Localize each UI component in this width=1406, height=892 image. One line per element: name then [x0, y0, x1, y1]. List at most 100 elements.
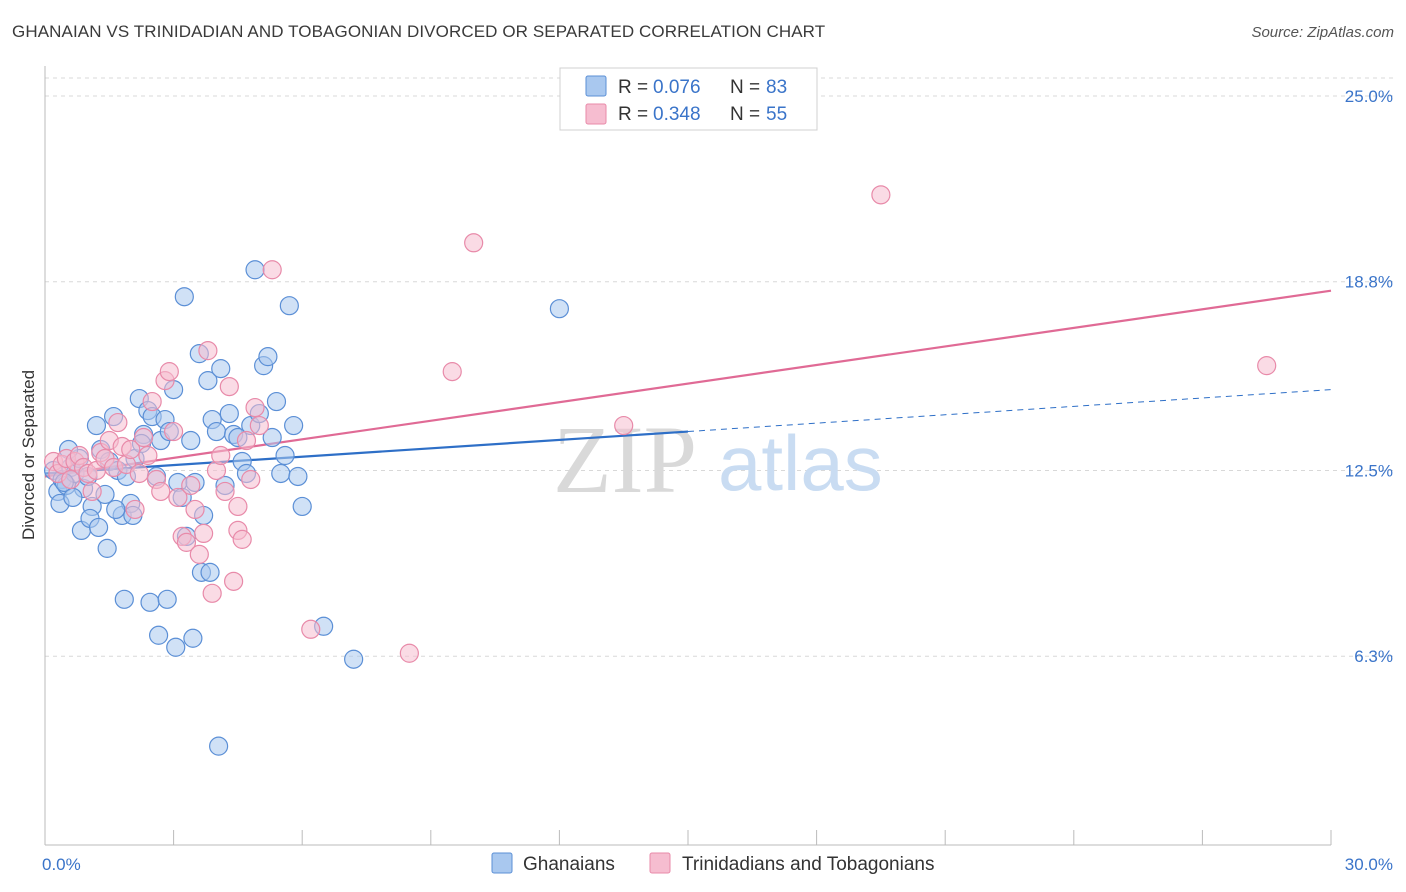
data-point [464, 233, 484, 253]
data-point [88, 517, 109, 538]
data-point [138, 445, 158, 466]
data-point [181, 475, 201, 496]
data-point [279, 296, 299, 316]
data-point [61, 469, 81, 490]
data-points [43, 185, 1277, 756]
data-point [185, 499, 205, 520]
bottom-legend-swatch-trinidadians [649, 852, 671, 874]
y-tick-label: 25.0% [1345, 87, 1393, 106]
data-point [215, 481, 235, 502]
data-point [245, 260, 265, 280]
data-point [106, 499, 126, 520]
data-point [258, 347, 278, 367]
data-point [301, 619, 321, 639]
bottom-legend-label: Ghanaians [523, 854, 615, 875]
data-point [292, 496, 312, 517]
data-point [236, 430, 257, 451]
data-point [399, 643, 419, 663]
data-point [189, 544, 209, 564]
data-point [211, 359, 231, 379]
x-tick-label: 0.0% [42, 855, 81, 874]
data-point [151, 481, 171, 502]
y-tick-labels: 25.0% 18.8% 12.5% 6.3% [1345, 87, 1393, 666]
trend-line [44, 289, 1332, 478]
legend-swatch-trinidadians [585, 103, 607, 125]
data-point [176, 532, 197, 552]
data-point [288, 466, 308, 487]
bottom-legend-swatch-ghanaians [491, 852, 513, 874]
data-point [133, 427, 154, 448]
grid-lines [45, 77, 1395, 657]
trend-line [44, 430, 689, 475]
data-point [194, 523, 214, 544]
x-tick-labels: 0.0% 30.0% [42, 855, 1393, 874]
top-legend: R = 0.076 N = 83 R = 0.348 N = 55 [559, 67, 818, 131]
legend-n-label: N = [730, 104, 760, 125]
data-point [614, 415, 634, 436]
data-point [249, 415, 269, 436]
chart-title: GHANAIAN VS TRINIDADIAN AND TOBAGONIAN D… [12, 22, 826, 41]
data-point [271, 463, 291, 484]
data-point [232, 529, 252, 549]
data-point [245, 397, 265, 418]
axes [44, 66, 1332, 846]
data-point [164, 421, 184, 442]
data-point [174, 287, 194, 307]
legend-r-label: R = [618, 104, 648, 125]
data-point [228, 496, 248, 517]
y-tick-label: 12.5% [1345, 461, 1393, 480]
legend-n-value: 55 [766, 104, 787, 125]
data-point [166, 637, 186, 657]
legend-swatch-ghanaians [585, 75, 607, 97]
data-point [200, 562, 220, 582]
data-point [142, 391, 162, 412]
legend-n-label: N = [730, 77, 760, 98]
data-point [63, 487, 83, 508]
data-point [140, 592, 160, 612]
legend-r-value: 0.076 [653, 77, 701, 98]
watermark-atlas: atlas [718, 419, 883, 507]
data-point [284, 415, 304, 436]
data-point [129, 463, 149, 484]
data-point [262, 427, 282, 448]
trend-line-extension [687, 389, 1332, 433]
data-point [148, 625, 169, 645]
data-point [168, 487, 188, 508]
data-point [183, 628, 203, 648]
data-point [1257, 356, 1277, 376]
data-point [344, 649, 364, 669]
data-point [114, 589, 134, 609]
data-point [209, 736, 229, 756]
data-point [442, 362, 462, 382]
data-point [219, 403, 239, 424]
data-point [262, 260, 282, 280]
source-credit: Source: ZipAtlas.com [1251, 24, 1394, 41]
data-point [159, 362, 179, 382]
data-point [181, 430, 201, 451]
data-point [121, 439, 141, 460]
data-point [206, 421, 227, 442]
data-point [97, 538, 117, 558]
data-point [125, 499, 145, 520]
data-point [871, 185, 891, 205]
data-point [202, 583, 222, 603]
data-point [549, 299, 570, 319]
data-point [275, 445, 295, 466]
data-point [86, 415, 107, 436]
data-point [108, 412, 128, 433]
trend-lines [44, 289, 1332, 478]
bottom-legend-label: Trinidadians and Tobagonians [682, 854, 934, 875]
data-point [157, 589, 177, 609]
x-tick-label: 30.0% [1345, 855, 1393, 874]
data-point [198, 341, 218, 361]
legend-r-value: 0.348 [653, 104, 701, 125]
data-point [82, 481, 102, 502]
data-point [211, 445, 231, 466]
data-point [224, 571, 244, 591]
y-tick-label: 18.8% [1345, 273, 1393, 292]
data-point [266, 391, 287, 412]
bottom-legend: Ghanaians Trinidadians and Tobagonians [491, 852, 934, 875]
legend-r-label: R = [618, 77, 648, 98]
legend-n-value: 83 [766, 77, 787, 98]
